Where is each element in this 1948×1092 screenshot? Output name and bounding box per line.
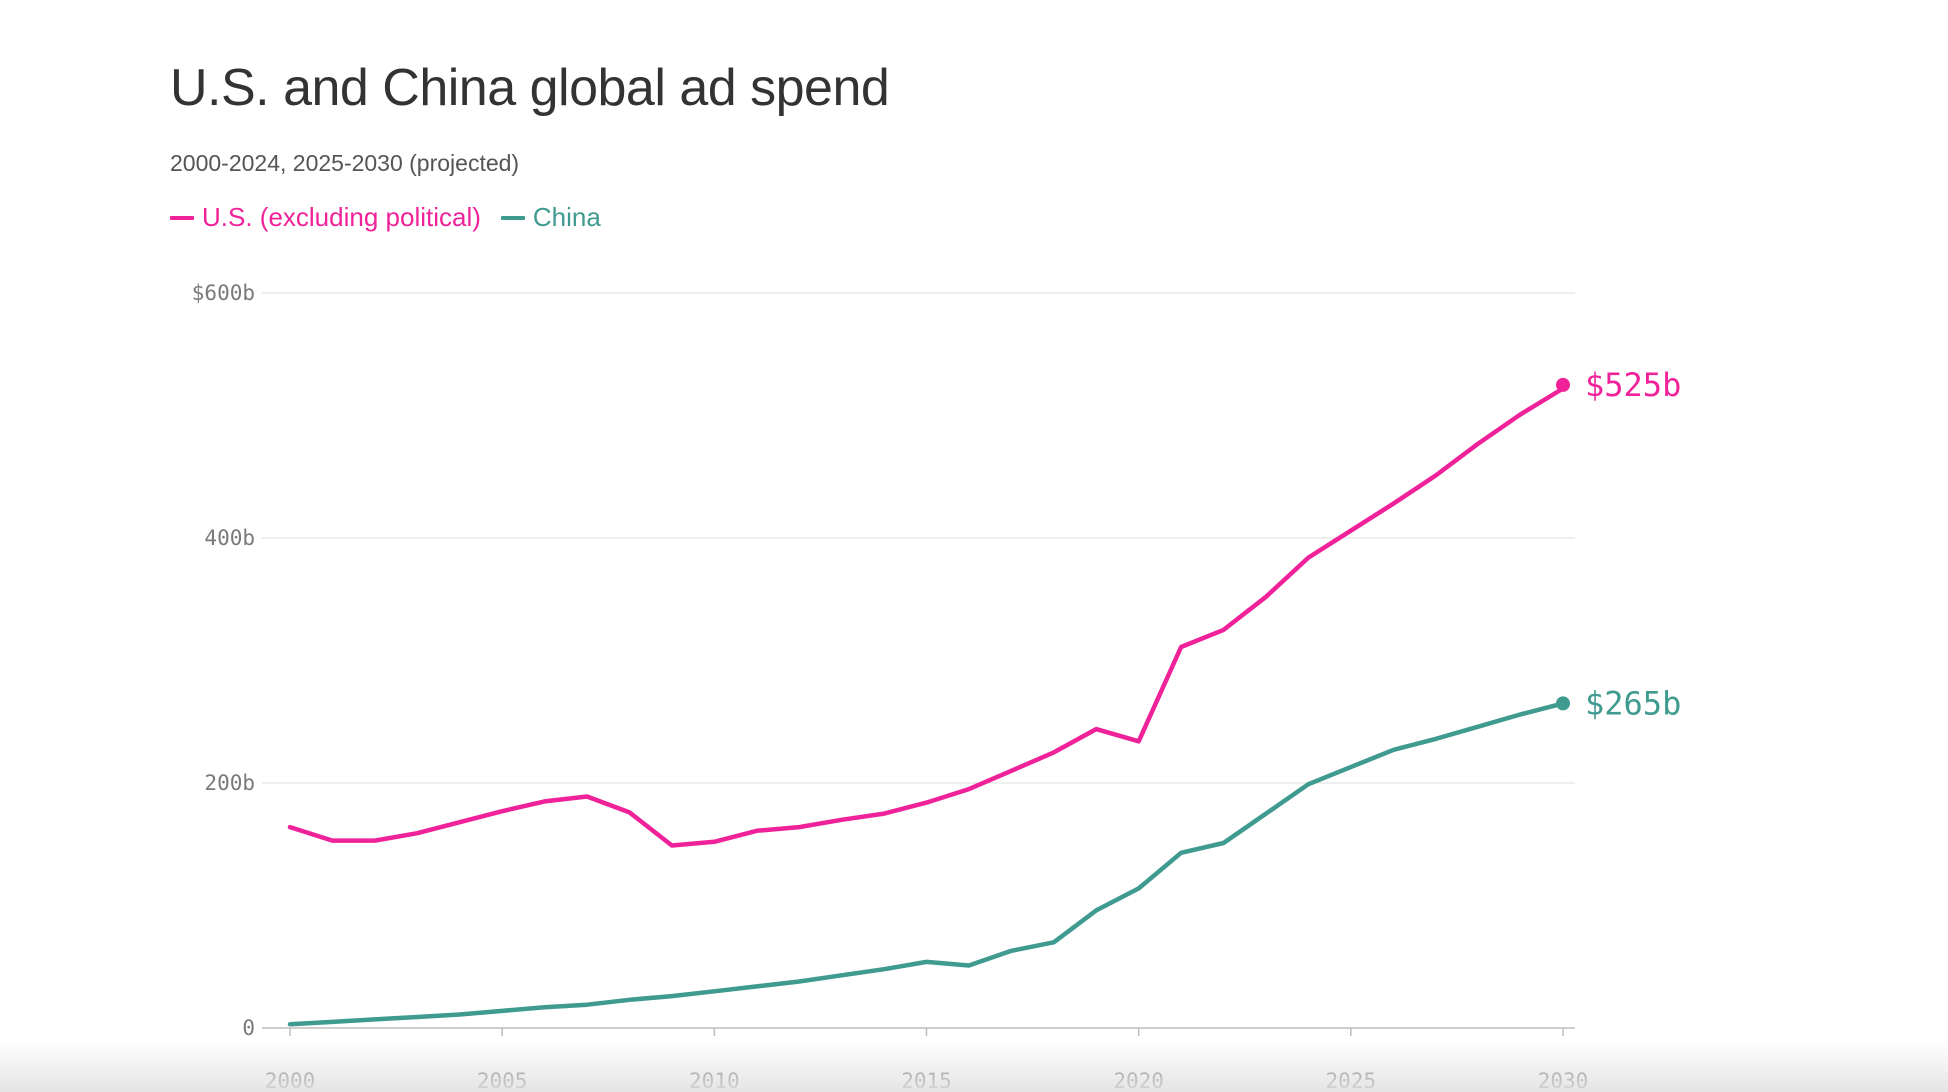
x-tick-label: 2010 bbox=[689, 1069, 740, 1092]
gridlines bbox=[262, 292, 1575, 1029]
series-lines bbox=[287, 386, 1566, 1027]
series-end-label-china: $265b bbox=[1585, 684, 1681, 722]
legend-swatch-china bbox=[500, 215, 525, 220]
x-tick-label: 2030 bbox=[1538, 1069, 1589, 1092]
y-tick-label: $600b bbox=[192, 281, 255, 305]
x-tick-label: 2020 bbox=[1113, 1069, 1164, 1092]
legend-label-china: China bbox=[532, 202, 601, 232]
legend-item-us: U.S. (excluding political) bbox=[170, 202, 481, 233]
chart-subtitle: 2000-2024, 2025-2030 (projected) bbox=[170, 150, 520, 176]
y-tick-label: 0 bbox=[242, 1016, 255, 1040]
legend-swatch-us bbox=[170, 215, 194, 220]
y-tick-label: 400b bbox=[204, 526, 255, 550]
chart-title: U.S. and China global ad spend bbox=[170, 59, 890, 117]
x-tick-label: 2025 bbox=[1326, 1069, 1377, 1092]
series-line-china bbox=[287, 701, 1566, 1027]
series-end-label-us: $525b bbox=[1585, 366, 1681, 404]
legend-label-us: U.S. (excluding political) bbox=[202, 202, 481, 232]
x-tick-label: 2015 bbox=[901, 1069, 952, 1092]
y-tick-label: 200b bbox=[204, 771, 255, 795]
chart-legend: U.S. (excluding political) China bbox=[170, 202, 621, 233]
legend-item-china: China bbox=[500, 202, 601, 233]
series-end-point-china bbox=[1556, 696, 1570, 711]
series-end-point-us bbox=[1556, 377, 1570, 392]
x-tick-label: 2005 bbox=[477, 1069, 528, 1092]
end-labels: $525b $265b bbox=[1556, 366, 1681, 722]
x-tick-label: 2000 bbox=[265, 1069, 316, 1092]
series-line-us bbox=[287, 386, 1566, 848]
